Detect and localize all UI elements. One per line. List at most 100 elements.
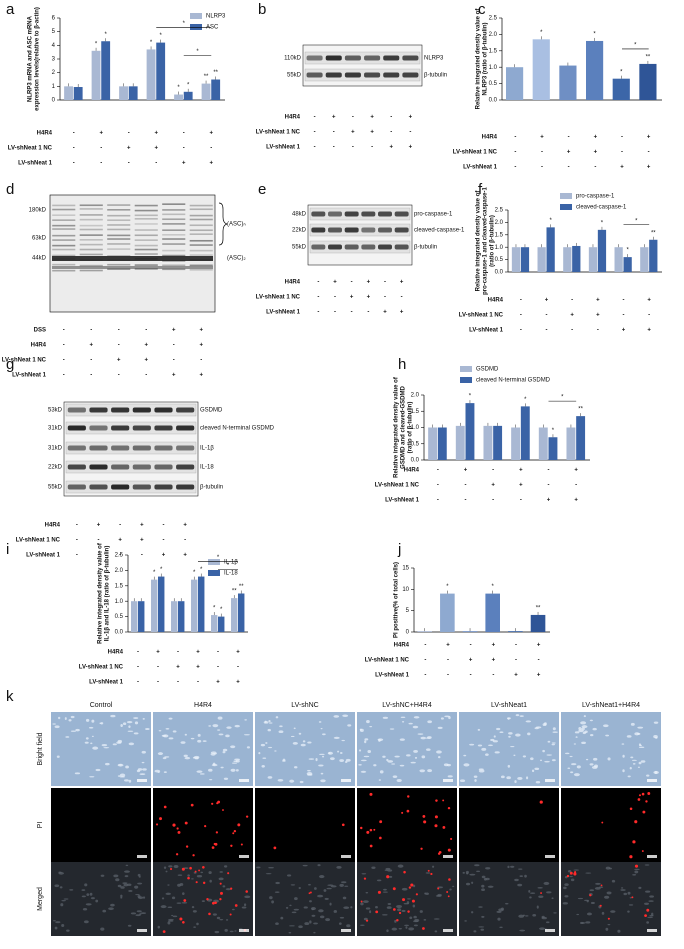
condition-sign: + [196,665,200,671]
condition-sign: + [492,658,496,664]
condition-sign: - [157,665,159,671]
pi-signal [219,882,222,885]
cell [173,864,179,869]
cell [412,904,416,908]
cell [193,926,197,928]
comparison-label: * [561,395,564,401]
y-tick-label: 15 [402,566,409,572]
bar [546,227,555,272]
pi-signal [237,823,241,827]
cell [487,885,494,888]
bar [201,83,211,100]
cell [449,888,452,891]
bar [483,425,493,460]
blot-band [344,72,361,78]
cell [474,779,477,782]
cell [369,726,373,728]
cell [535,726,542,729]
condition-label: LV-shNeat 1 [469,328,504,334]
condition-sign: + [596,298,600,304]
cell [552,731,558,733]
condition-sign: - [237,665,239,671]
marker-label: 110kD [284,56,302,62]
blot-band [344,211,359,217]
significance: * [446,584,449,590]
condition-sign: - [118,328,120,334]
cell [464,920,467,922]
condition-label: LV-shNeat 1 [26,553,61,559]
cell [347,724,352,727]
cell [313,922,318,925]
condition-sign: - [76,523,78,529]
cell [219,871,223,873]
cell [364,738,369,741]
cell [184,733,187,736]
blot-band [67,445,86,451]
cell [122,882,128,885]
condition-sign: - [492,498,494,504]
cell [345,758,351,762]
cell [292,741,298,745]
cell [471,911,474,914]
cell [275,881,280,885]
cell [293,908,299,911]
bar [572,245,581,272]
cell [142,896,146,899]
blot-band [189,268,213,271]
bar [183,91,193,100]
blot-band [311,211,326,217]
cell [365,892,369,894]
band-label: IL-18 [200,465,214,471]
cell [542,749,545,753]
significance: * [549,218,552,224]
cell [64,717,67,720]
cell [167,921,171,925]
cell [127,730,134,732]
y-tick-label: 2.5 [115,553,124,559]
cell [423,919,427,921]
band-label: (ASC)₂ [227,256,246,262]
cell [105,762,110,766]
condition-label: LV-shNeat 1 [18,161,53,167]
cell [408,927,415,931]
cell [128,725,131,728]
cell [648,900,654,902]
blot-band [107,209,131,211]
cell [413,915,417,919]
cell [382,755,386,758]
pi-signal [192,854,195,857]
cell [117,884,122,888]
cell [459,779,466,782]
cell [157,925,160,929]
blot-band [52,263,76,266]
cell [89,776,95,778]
cell [167,884,170,886]
pi-signal [360,900,363,903]
condition-label: LV-shNeat 1 NC [256,130,301,136]
cell [634,870,639,874]
cell [113,874,119,878]
cell [507,764,511,768]
y-axis-label: NLRP3 (ratio of β-tubulin) [483,23,489,96]
bar [485,593,500,632]
cell [344,885,349,887]
cell [298,732,302,735]
significance: * [193,570,196,576]
pi-signal [398,911,402,915]
blot-band [364,55,381,61]
blot-band [132,425,151,431]
pi-signal [408,886,412,889]
pi-signal [182,920,185,924]
cell [627,910,630,913]
cell [366,720,370,724]
cell [241,906,247,909]
blot-band [328,211,342,217]
condition-sign: - [424,643,426,649]
condition-sign: + [144,343,148,349]
cell [138,896,144,900]
cell [582,731,587,735]
cell [333,736,340,740]
pi-signal [634,820,638,824]
condition-sign: - [520,328,522,334]
cell [360,770,367,773]
